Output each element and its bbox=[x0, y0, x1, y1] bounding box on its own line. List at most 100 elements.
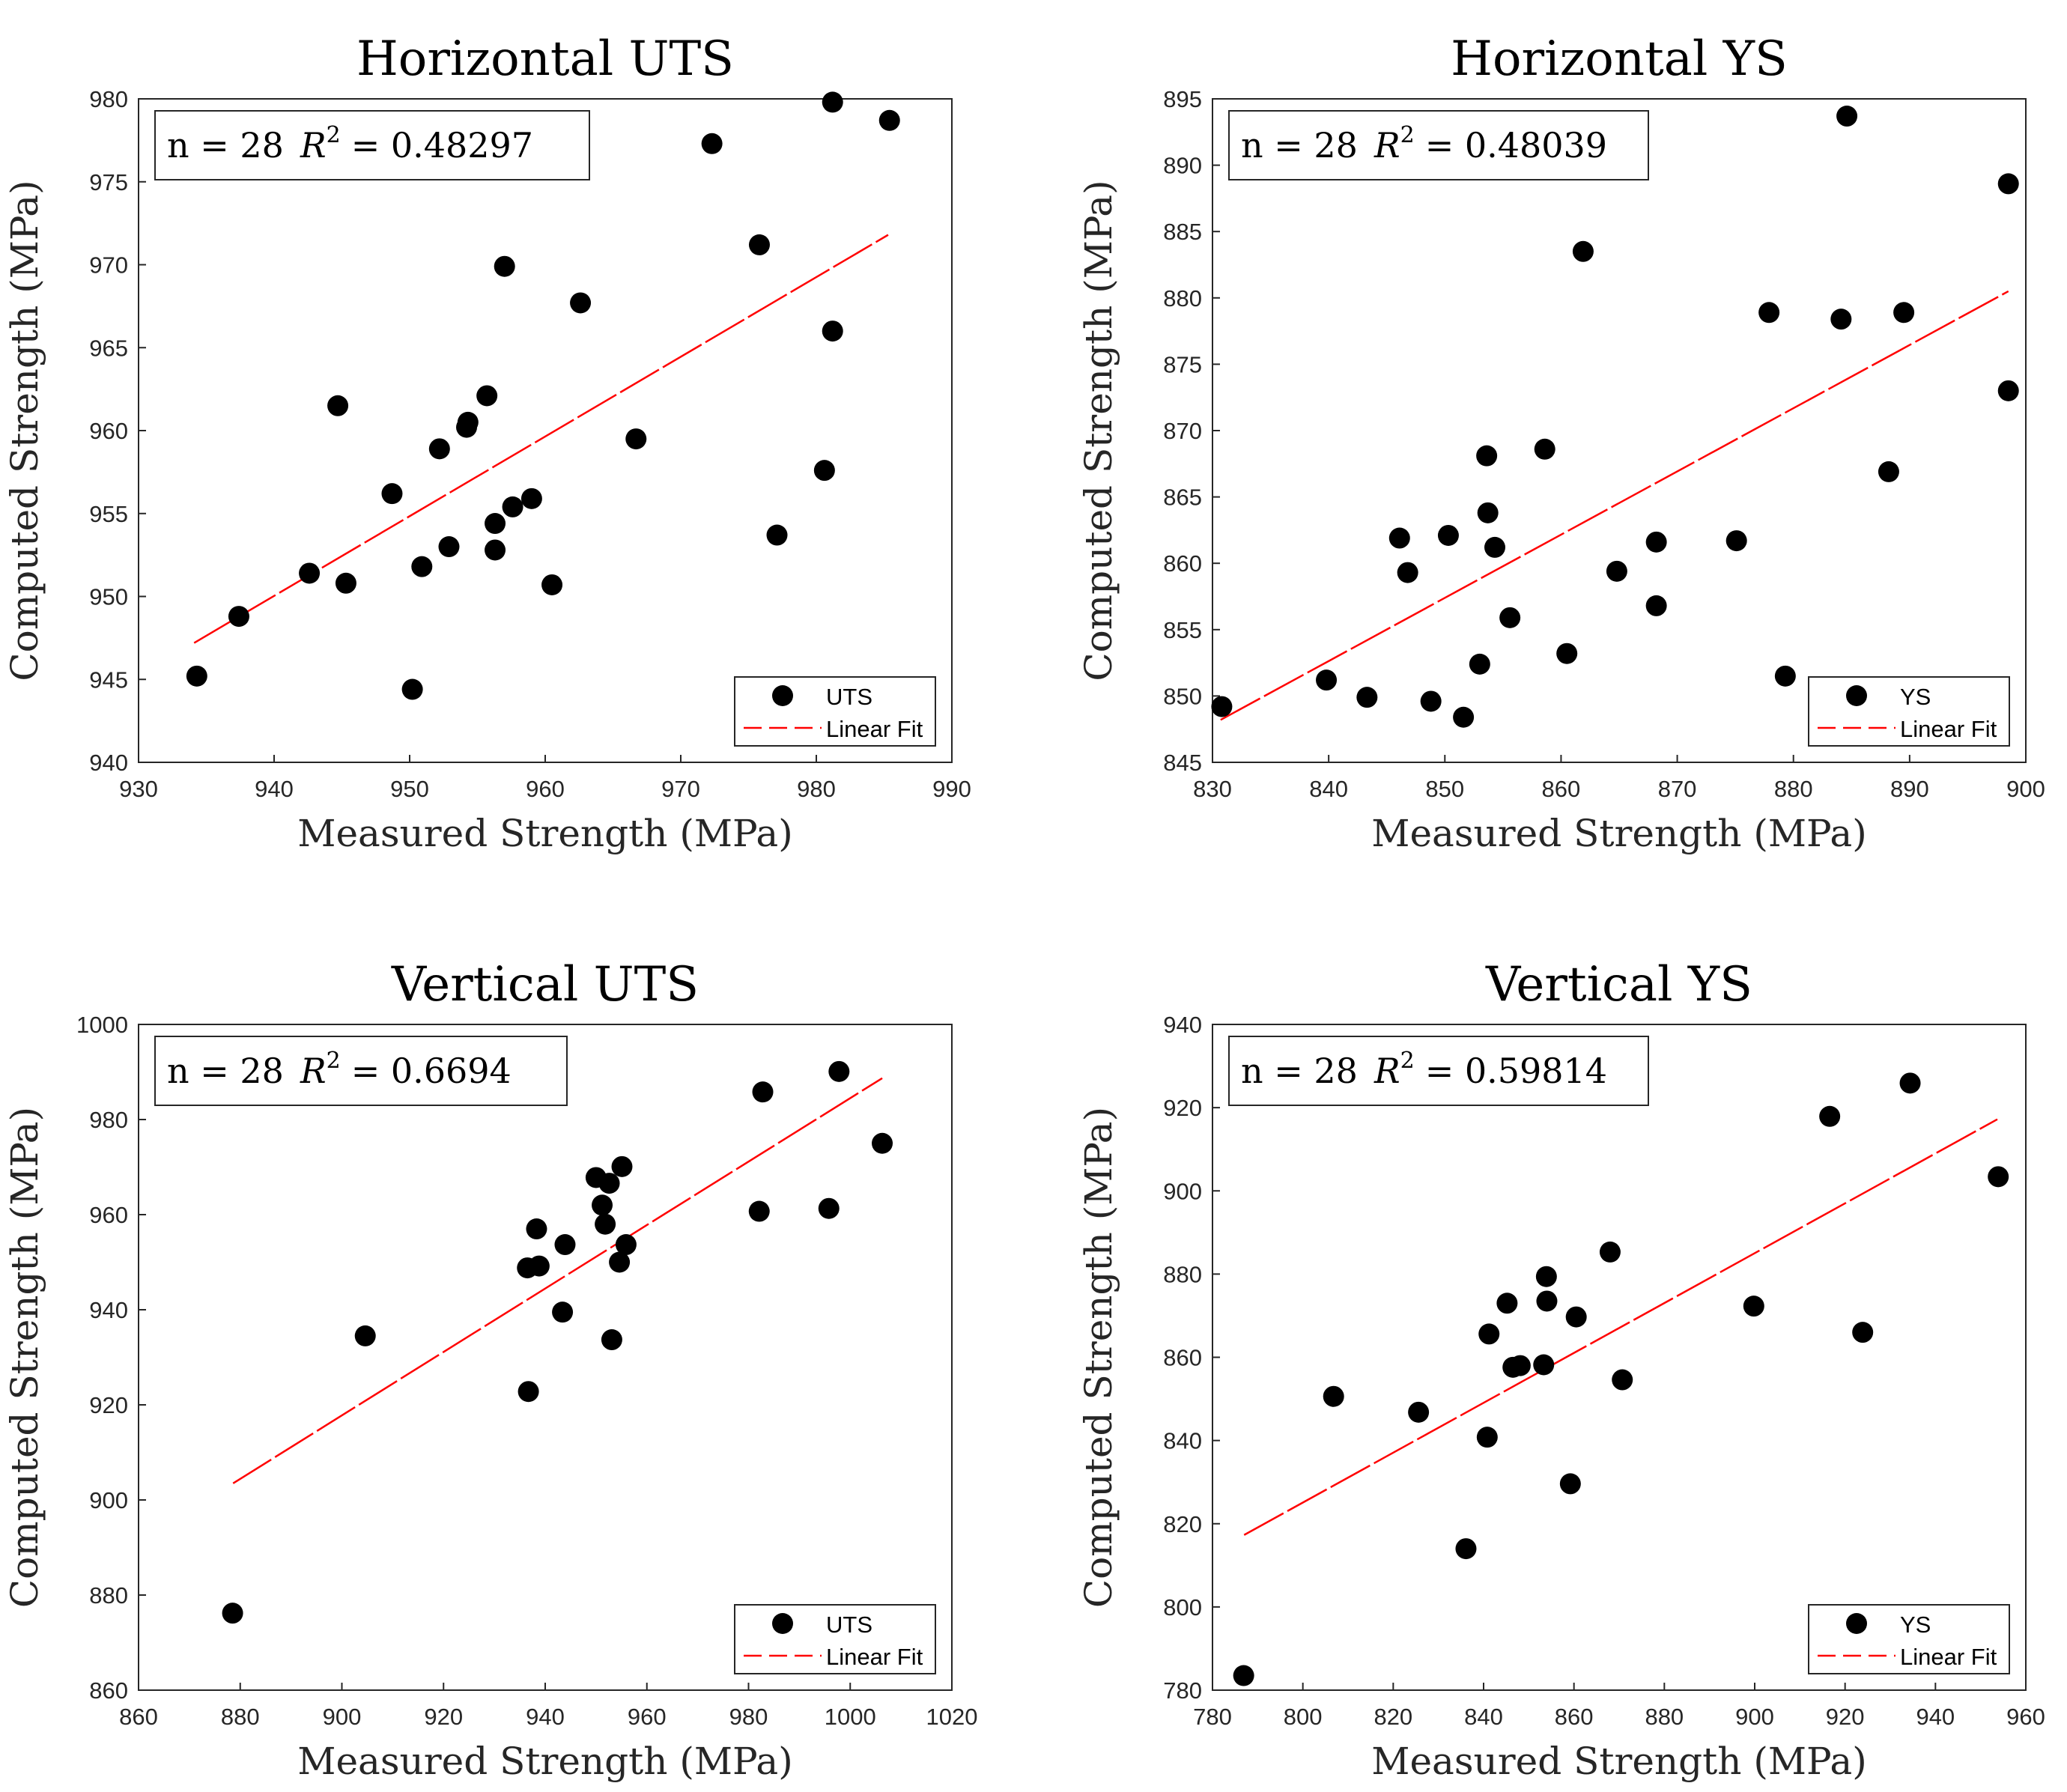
y-tick-label: 800 bbox=[1163, 1594, 1202, 1621]
legend: UTS Linear Fit bbox=[734, 676, 936, 747]
y-tick-label: 960 bbox=[89, 1202, 128, 1228]
data-point bbox=[766, 524, 788, 546]
data-point bbox=[1758, 302, 1780, 324]
data-point bbox=[1420, 690, 1442, 712]
data-point bbox=[520, 488, 542, 509]
data-point bbox=[485, 513, 506, 535]
plot-area bbox=[138, 98, 953, 763]
annotation-r-label: R bbox=[1374, 125, 1400, 165]
data-point bbox=[1534, 438, 1555, 460]
data-point bbox=[1388, 527, 1410, 549]
y-tick-label: 960 bbox=[89, 418, 128, 444]
x-tick-label: 880 bbox=[221, 1704, 260, 1730]
data-point bbox=[1572, 240, 1594, 262]
y-tick-label: 895 bbox=[1163, 86, 1202, 112]
x-tick-label: 830 bbox=[1193, 776, 1232, 802]
x-tick-label: 960 bbox=[628, 1704, 667, 1730]
data-point bbox=[1356, 687, 1378, 708]
annotation-box: n = 28 R2 = 0.48297 bbox=[154, 110, 590, 180]
annotation-r-exponent: 2 bbox=[1400, 1048, 1415, 1074]
annotation-r-exponent: 2 bbox=[327, 122, 341, 148]
annotation-n: n = 28 bbox=[1241, 125, 1358, 165]
data-point bbox=[327, 395, 349, 416]
data-point bbox=[625, 428, 647, 450]
x-tick-label: 970 bbox=[661, 776, 700, 802]
annotation-r-value: = 0.59814 bbox=[1425, 1051, 1607, 1091]
y-tick-label: 860 bbox=[89, 1677, 128, 1704]
data-point bbox=[1477, 502, 1499, 523]
data-point bbox=[748, 234, 770, 255]
data-point bbox=[1878, 461, 1899, 482]
data-point bbox=[1559, 1473, 1581, 1495]
data-point bbox=[1323, 1385, 1344, 1407]
data-point bbox=[1478, 1323, 1500, 1345]
x-tick-label: 900 bbox=[2006, 776, 2045, 802]
data-point bbox=[1484, 536, 1505, 558]
x-tick-label: 900 bbox=[1735, 1704, 1774, 1730]
y-tick-label: 820 bbox=[1163, 1511, 1202, 1537]
chart-panel-3: Vertical UTS 860 880 900 920 940 960 980 1000 102… bbox=[3, 957, 977, 1783]
legend-frame bbox=[1808, 676, 2010, 747]
x-tick-label: 780 bbox=[1193, 1704, 1232, 1730]
data-point bbox=[401, 678, 423, 700]
data-point bbox=[335, 572, 356, 594]
x-tick-label: 980 bbox=[797, 776, 836, 802]
x-tick-label: 860 bbox=[119, 1704, 158, 1730]
x-tick-label: 800 bbox=[1284, 1704, 1323, 1730]
data-point bbox=[1556, 643, 1578, 664]
chart-panel-4: Vertical YS 780 800 820 840 860 880 900 920 940 96… bbox=[1077, 957, 2045, 1783]
data-point bbox=[1645, 595, 1667, 616]
data-point bbox=[1397, 562, 1418, 583]
annotation-frame bbox=[1228, 110, 1649, 180]
annotation-r-label: R bbox=[300, 1051, 327, 1091]
data-point bbox=[1453, 706, 1475, 728]
y-tick-label: 885 bbox=[1163, 219, 1202, 245]
legend: UTS Linear Fit bbox=[734, 1604, 936, 1674]
data-point bbox=[554, 1234, 576, 1256]
data-point bbox=[1499, 607, 1521, 628]
data-point bbox=[476, 385, 498, 407]
x-tick-label: 880 bbox=[1774, 776, 1813, 802]
y-tick-label: 940 bbox=[89, 750, 128, 776]
data-point bbox=[1565, 1306, 1587, 1328]
data-point bbox=[592, 1194, 613, 1216]
data-point bbox=[1476, 445, 1498, 467]
legend-marker-label: YS bbox=[1900, 684, 1931, 710]
chart-title: Vertical YS bbox=[1485, 957, 1752, 1012]
x-axis-label: Measured Strength (MPa) bbox=[1371, 812, 1867, 855]
annotation-r-value: = 0.6694 bbox=[351, 1051, 512, 1091]
annotation-n: n = 28 bbox=[1241, 1051, 1358, 1091]
y-tick-label: 950 bbox=[89, 584, 128, 610]
data-point bbox=[813, 460, 835, 482]
y-tick-label: 920 bbox=[1163, 1095, 1202, 1121]
y-axis-label: Computed Strength (MPa) bbox=[1077, 1107, 1120, 1608]
annotation-text: n = 28 R2 = 0.6694 bbox=[167, 1048, 512, 1091]
data-point bbox=[222, 1603, 243, 1624]
y-tick-label: 855 bbox=[1163, 617, 1202, 643]
data-point bbox=[1836, 106, 1858, 127]
annotation-r-exponent: 2 bbox=[327, 1048, 341, 1074]
chart-title: Horizontal YS bbox=[1451, 31, 1788, 87]
y-axis-label: Computed Strength (MPa) bbox=[1077, 180, 1120, 681]
y-tick-label: 840 bbox=[1163, 1428, 1202, 1454]
x-axis-label: Measured Strength (MPa) bbox=[1371, 1740, 1867, 1783]
data-point bbox=[1988, 1166, 2009, 1188]
y-tick-label: 940 bbox=[1163, 1012, 1202, 1038]
annotation-n: n = 28 bbox=[167, 1051, 284, 1091]
x-tick-label: 820 bbox=[1374, 1704, 1412, 1730]
legend-marker-label: YS bbox=[1900, 1612, 1931, 1638]
data-point bbox=[457, 411, 479, 433]
data-point bbox=[1455, 1538, 1477, 1560]
data-point bbox=[1408, 1401, 1430, 1423]
legend: YS Linear Fit bbox=[1808, 1604, 2010, 1674]
data-point bbox=[611, 1155, 633, 1177]
legend-line-label: Linear Fit bbox=[826, 1644, 923, 1670]
y-tick-label: 845 bbox=[1163, 750, 1202, 776]
data-point bbox=[1211, 696, 1233, 717]
legend-marker-icon bbox=[772, 1613, 793, 1634]
annotation-frame bbox=[1228, 1036, 1649, 1106]
y-tick-label: 945 bbox=[89, 666, 128, 693]
x-tick-label: 860 bbox=[1542, 776, 1581, 802]
data-point bbox=[701, 133, 723, 154]
